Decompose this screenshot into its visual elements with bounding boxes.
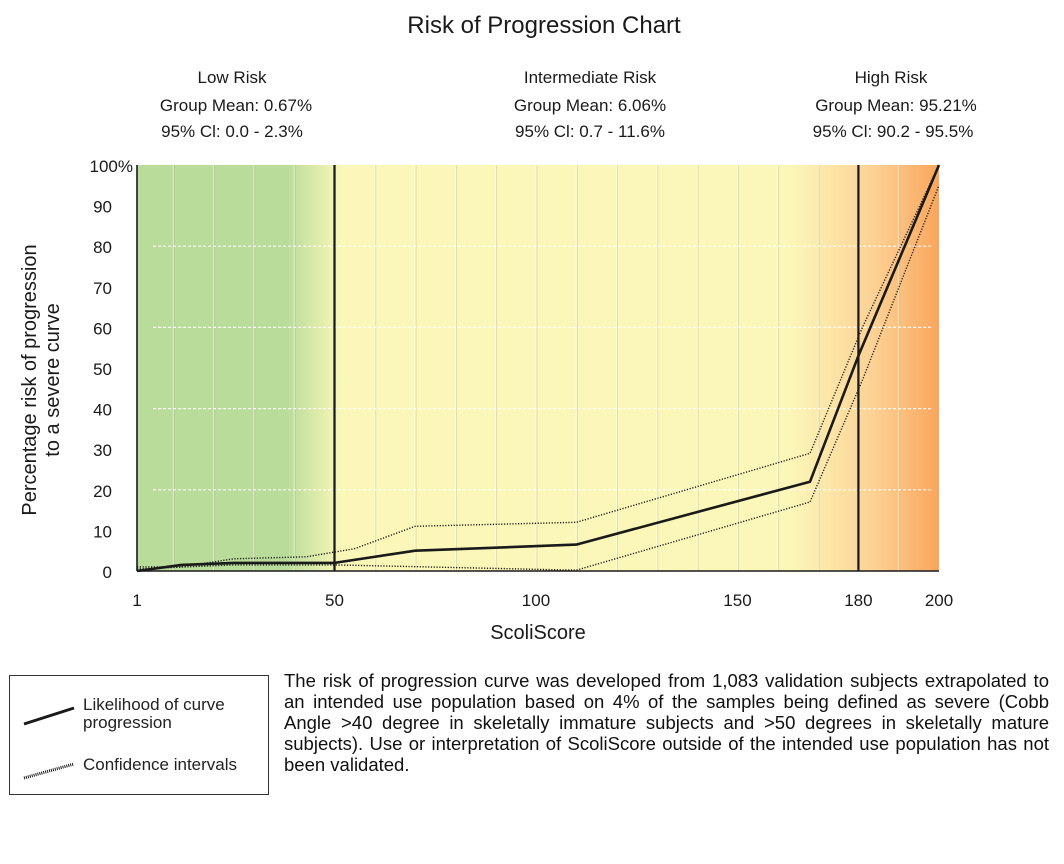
y-tick-label: 60 <box>93 319 112 338</box>
chart-title: Risk of Progression Chart <box>407 12 681 39</box>
footnote-text: The risk of progression curve was develo… <box>284 670 1049 775</box>
zone-label-low: Low Risk Group Mean: 0.67% 95% Cl: 0.0 -… <box>160 68 312 141</box>
x-axis-label: ScoliScore <box>490 622 586 644</box>
series-lines <box>136 164 941 573</box>
y-tick-label: 50 <box>93 360 112 379</box>
y-axis-label-line1: Percentage risk of progression <box>19 244 41 515</box>
y-tick-label: 80 <box>93 238 112 257</box>
zone-low-name: Low Risk <box>198 68 267 87</box>
zone-label-high: High Risk Group Mean: 95.21% 95% Cl: 90.… <box>813 68 977 141</box>
y-tick-labels: 0 10 20 30 40 50 60 70 80 90 100% <box>90 157 133 582</box>
dotted-line-icon <box>23 762 75 780</box>
x-tick-label: 1 <box>132 591 141 610</box>
zone-high-mean: Group Mean: 95.21% <box>815 96 977 115</box>
risk-boundaries <box>333 165 860 571</box>
y-tick-label: 0 <box>103 563 112 582</box>
legend-label-confidence: Confidence intervals <box>83 755 238 774</box>
x-tick-labels: 1 50 100 150 180 200 <box>132 591 953 610</box>
legend-item-confidence: Confidence intervals <box>10 748 270 788</box>
series-confidence-line <box>137 164 940 568</box>
y-tick-label: 90 <box>93 198 112 217</box>
zone-intermediate-name: Intermediate Risk <box>524 68 657 87</box>
risk-of-progression-chart: Risk of Progression Chart Low Risk Group… <box>19 12 977 644</box>
y-axis-label-line2: to a severe curve <box>42 303 64 456</box>
zone-label-intermediate: Intermediate Risk Group Mean: 6.06% 95% … <box>514 68 666 141</box>
zone-low-ci: 95% Cl: 0.0 - 2.3% <box>161 122 303 141</box>
legend-label-likelihood-line1: Likelihood of curve <box>83 695 225 714</box>
x-tick-label: 100 <box>522 591 550 610</box>
y-tick-label: 100% <box>90 157 133 176</box>
x-tick-label: 180 <box>844 591 872 610</box>
x-tick-label: 50 <box>325 591 344 610</box>
axes <box>136 165 939 572</box>
zone-intermediate-ci: 95% Cl: 0.7 - 11.6% <box>515 122 665 141</box>
zone-intermediate-mean: Group Mean: 6.06% <box>514 96 666 115</box>
solid-line-icon <box>23 706 75 726</box>
legend-label-likelihood: Likelihood of curve progression <box>83 696 225 732</box>
y-tick-label: 20 <box>93 482 112 501</box>
zone-low-mean: Group Mean: 0.67% <box>160 96 312 115</box>
y-tick-label: 70 <box>93 279 112 298</box>
legend-label-likelihood-line2: progression <box>83 713 172 732</box>
x-tick-label: 150 <box>723 591 751 610</box>
y-axis-label: Percentage risk of progression to a seve… <box>19 244 64 515</box>
zone-high-name: High Risk <box>855 68 928 87</box>
zone-high-ci: 95% Cl: 90.2 - 95.5% <box>813 122 974 141</box>
legend-item-likelihood: Likelihood of curve progression <box>10 690 270 732</box>
series-confidence-line <box>136 185 940 571</box>
legend: Likelihood of curve progression Confiden… <box>9 675 269 795</box>
y-tick-label: 30 <box>93 441 112 460</box>
y-tick-label: 40 <box>93 401 112 420</box>
y-tick-label: 10 <box>93 522 112 541</box>
x-tick-label: 200 <box>925 591 953 610</box>
